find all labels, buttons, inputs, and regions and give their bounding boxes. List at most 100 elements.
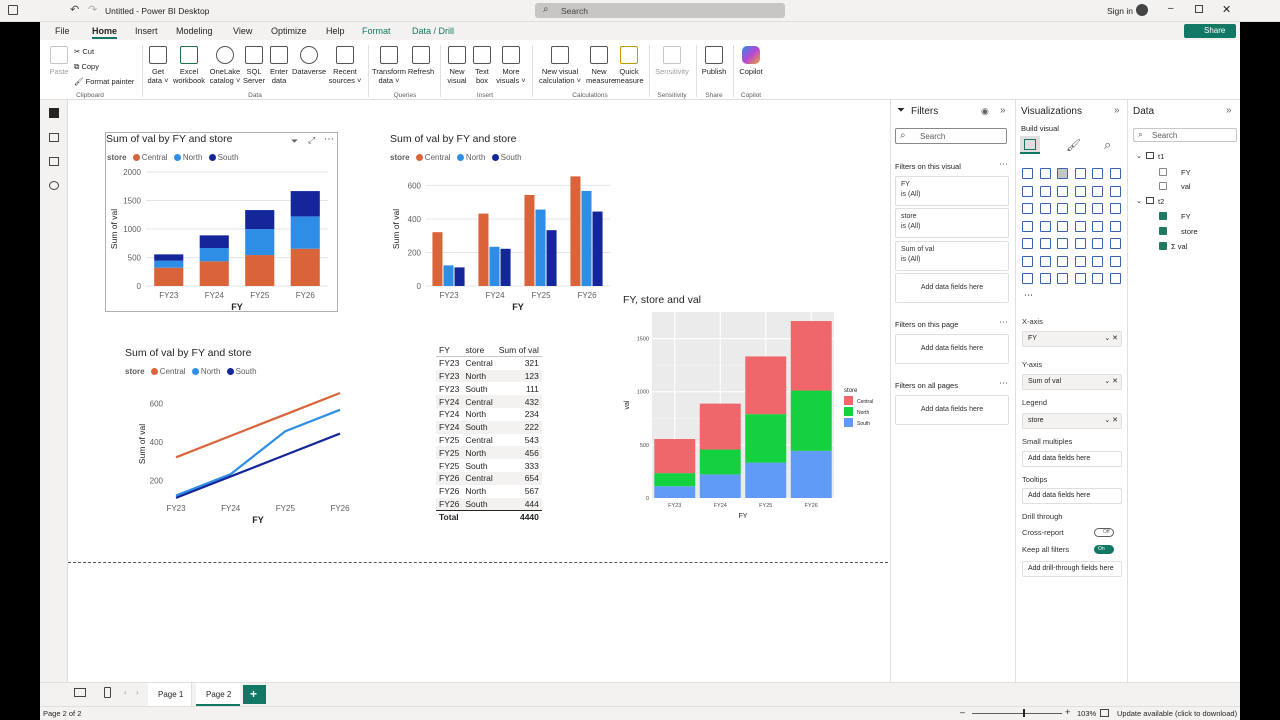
legend-well[interactable]: store ⌄ ✕	[1022, 413, 1122, 429]
share-button[interactable]: Share	[1184, 24, 1236, 38]
remove-legend-icon[interactable]: ⌄ ✕	[1104, 417, 1118, 424]
expand-t2-icon[interactable]: ⌄	[1136, 198, 1142, 205]
tab-help[interactable]: Help	[326, 26, 345, 36]
zoom-slider[interactable]	[972, 713, 1062, 714]
chart2-legend-central[interactable]: Central	[424, 153, 451, 162]
sensitivity-button[interactable]: Sensitivity	[652, 46, 692, 76]
area-icon[interactable]	[1039, 185, 1051, 197]
remove-yaxis-icon[interactable]: ⌄ ✕	[1104, 378, 1118, 385]
eye-icon[interactable]: ◉	[981, 106, 989, 116]
update-available-link[interactable]: Update available (click to download)	[1117, 709, 1238, 718]
stacked-bar-icon[interactable]	[1022, 168, 1033, 179]
more-visuals-icon[interactable]	[1092, 273, 1103, 284]
table-row[interactable]: FY24 South 222	[436, 420, 542, 434]
azure-map-icon[interactable]	[1074, 220, 1086, 232]
copy-button[interactable]: ⧉ Copy	[74, 62, 99, 71]
chart1-legend-central[interactable]: Central	[141, 153, 168, 162]
table-icon[interactable]	[1074, 238, 1086, 249]
chart1-legend-south[interactable]: South	[217, 153, 239, 162]
line-stacked-column-icon[interactable]	[1039, 203, 1051, 214]
tab-home[interactable]: Home	[92, 26, 118, 39]
scatter-icon[interactable]	[1057, 203, 1068, 214]
tab-page-2[interactable]: Page 2	[196, 683, 240, 706]
sign-in-link[interactable]: Sign in	[1107, 6, 1133, 16]
chart2-legend-north[interactable]: North	[465, 153, 486, 162]
prev-page-icon[interactable]: ‹	[124, 688, 127, 697]
table-row[interactable]: FY25 North 456	[436, 446, 542, 460]
more-icon[interactable]	[1109, 273, 1121, 284]
waterfall-icon[interactable]	[1092, 185, 1103, 197]
zoom-in-icon[interactable]: +	[1065, 707, 1071, 717]
pie-icon[interactable]	[1074, 203, 1086, 214]
tab-file[interactable]: File	[55, 26, 70, 36]
enter-data-button[interactable]: Enter data	[267, 46, 291, 85]
clustered-bar-icon[interactable]	[1057, 168, 1068, 179]
table-row[interactable]: FY25 South 333	[436, 459, 542, 472]
table-view-icon[interactable]	[49, 133, 59, 142]
kpi-icon[interactable]	[1039, 238, 1051, 249]
recent-sources-button[interactable]: Recent sources ˅	[328, 46, 362, 85]
more-options-icon[interactable]: ⋯	[999, 378, 1008, 388]
search-box[interactable]: ⌕ Search	[535, 3, 785, 18]
new-visual-calculation-button[interactable]: New visual calculation ˅	[536, 46, 584, 85]
chart3-legend-central[interactable]: Central	[159, 367, 186, 376]
table-row[interactable]: FY24 Central 432	[436, 395, 542, 408]
report-view-icon[interactable]	[49, 108, 59, 118]
col-header-sum-of-val[interactable]: Sum of val	[498, 345, 539, 356]
line-icon[interactable]	[1022, 185, 1033, 197]
power-apps-icon[interactable]	[1039, 273, 1051, 284]
format-painter-button[interactable]: 🖌 Format painter	[74, 77, 135, 86]
field-t2-fy[interactable]: FY	[1181, 212, 1191, 221]
key-influencers-icon[interactable]	[1039, 255, 1051, 267]
diamond-icon[interactable]	[1074, 273, 1086, 284]
more-options-icon[interactable]: ⋯	[999, 317, 1008, 327]
filter-card-store[interactable]: store is (All)	[895, 208, 1009, 238]
yaxis-well[interactable]: Sum of val ⌄ ✕	[1022, 374, 1122, 390]
quick-measure-button[interactable]: Quick measure	[614, 46, 644, 85]
filter-card-sum-of-val[interactable]: Sum of val is (All)	[895, 241, 1009, 271]
table-t1[interactable]: t1	[1158, 152, 1165, 161]
table-row[interactable]: FY23 South 111	[436, 382, 542, 395]
field-t2-store[interactable]: store	[1181, 227, 1198, 236]
tab-view[interactable]: View	[233, 26, 253, 36]
desktop-layout-icon[interactable]	[74, 688, 86, 697]
more-visuals-ellipsis-icon[interactable]: ⋯	[1024, 290, 1033, 300]
power-automate-icon[interactable]	[1057, 273, 1068, 284]
tooltips-well[interactable]: Add data fields here	[1022, 488, 1122, 504]
avatar-icon[interactable]	[1136, 4, 1148, 16]
tab-format[interactable]: Format	[362, 26, 391, 36]
card-icon[interactable]	[1109, 220, 1121, 232]
add-page-button[interactable]: +	[243, 685, 266, 704]
paste-button[interactable]: Paste	[48, 46, 70, 76]
zoom-slider-thumb[interactable]	[1023, 709, 1025, 717]
redo-icon[interactable]: ↷	[88, 4, 98, 16]
gauge-icon[interactable]	[1092, 220, 1103, 232]
table-row[interactable]: FY23 North 123	[436, 369, 542, 383]
keep-filters-toggle[interactable]: On	[1094, 545, 1114, 554]
table-row[interactable]: FY25 Central 543	[436, 434, 542, 447]
drill-through-well[interactable]: Add drill-through fields here	[1022, 561, 1122, 577]
add-fields-visual-drop[interactable]: Add data fields here	[895, 273, 1009, 303]
field-t1-val[interactable]: val	[1181, 182, 1191, 191]
decomposition-tree-icon[interactable]	[1057, 255, 1068, 267]
field-t1-fy[interactable]: FY	[1181, 168, 1191, 177]
tab-data-drill[interactable]: Data / Drill	[412, 26, 455, 36]
get-data-button[interactable]: Get data ˅	[146, 46, 170, 85]
build-visual-tab[interactable]	[1020, 136, 1040, 154]
field-checkbox[interactable]	[1159, 182, 1167, 190]
new-measure-button[interactable]: New measure	[586, 46, 615, 85]
cross-report-toggle[interactable]: Off	[1094, 528, 1114, 537]
format-visual-icon[interactable]: 🖌	[1066, 138, 1082, 152]
filter-icon[interactable]: ⏷	[291, 136, 299, 146]
col-header-fy[interactable]: FY	[439, 345, 450, 356]
remove-xaxis-icon[interactable]: ⌄ ✕	[1104, 335, 1118, 342]
funnel-icon[interactable]	[1109, 185, 1121, 197]
refresh-button[interactable]: Refresh	[407, 46, 435, 76]
clustered-column-icon[interactable]	[1074, 168, 1086, 179]
add-fields-page-drop[interactable]: Add data fields here	[895, 334, 1009, 364]
onelake-catalog-button[interactable]: OneLake catalog ˅	[208, 46, 242, 85]
collapse-filters-icon[interactable]: »	[1000, 105, 1006, 116]
field-checkbox-checked[interactable]	[1159, 242, 1167, 250]
r-visual-icon[interactable]	[1109, 238, 1121, 249]
map-icon[interactable]	[1022, 220, 1033, 232]
